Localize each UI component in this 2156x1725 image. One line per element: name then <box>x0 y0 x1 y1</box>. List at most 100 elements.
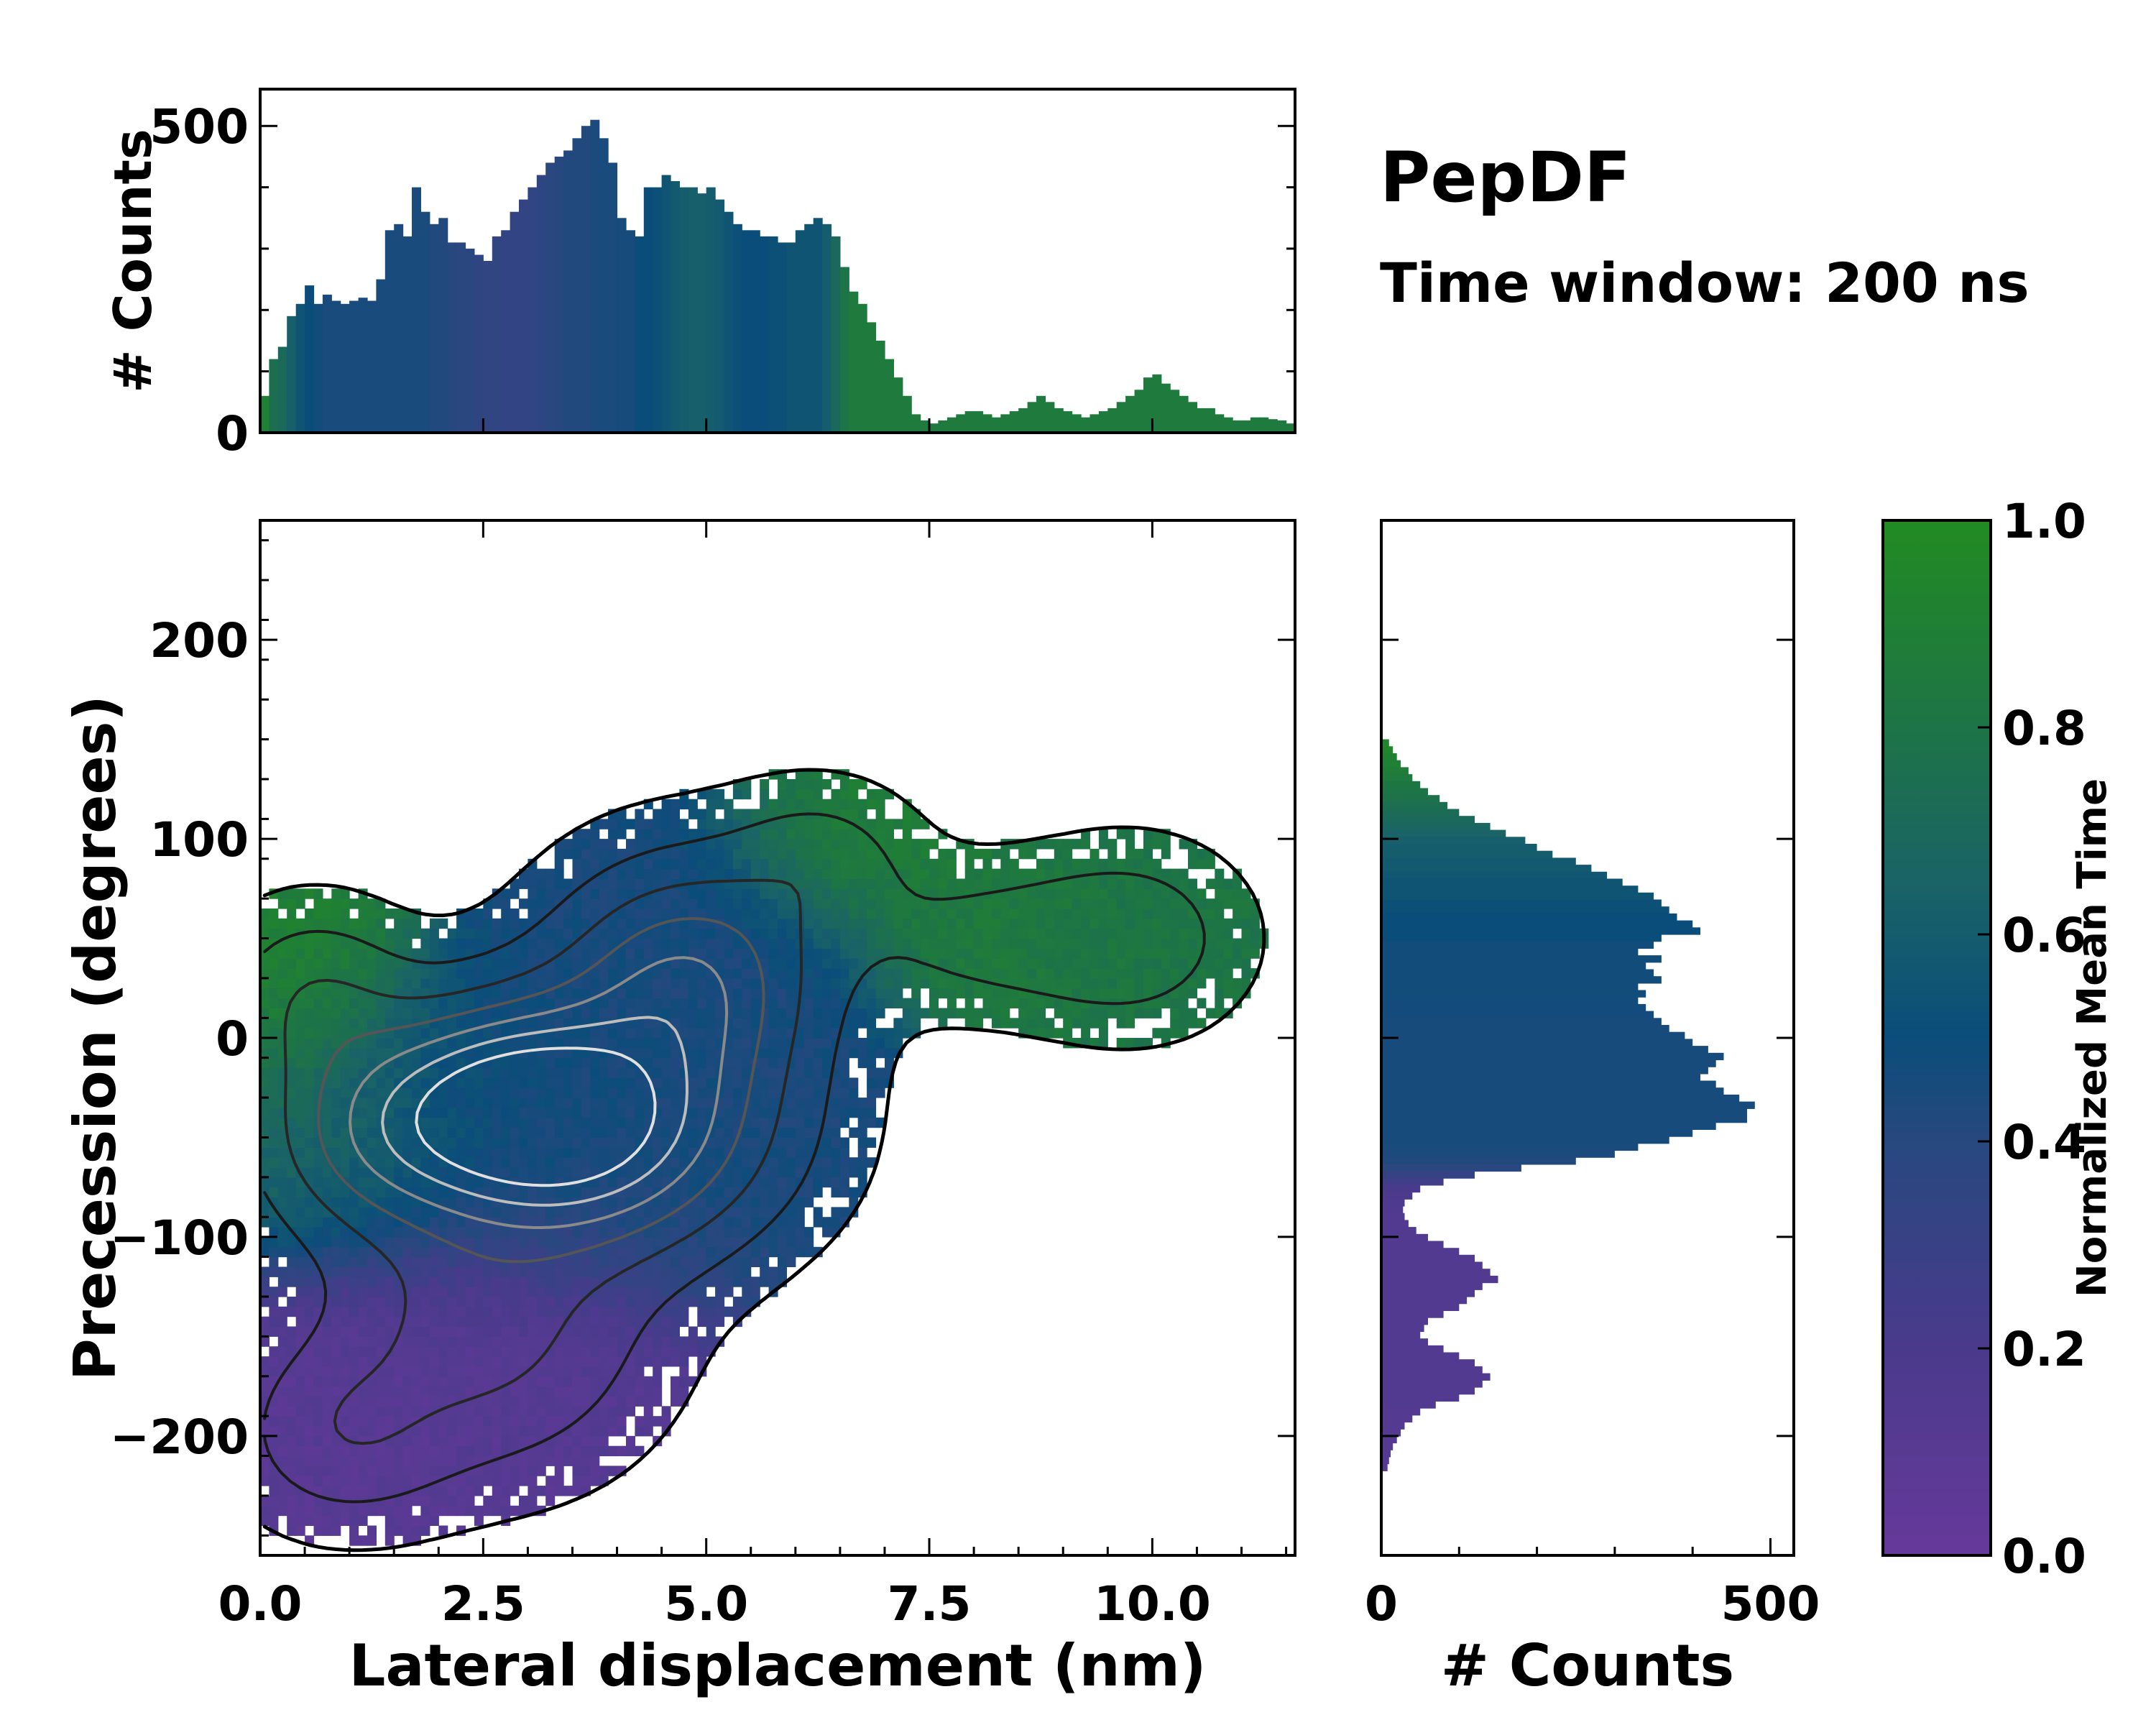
heatmap-cell <box>447 1137 457 1148</box>
heatmap-cell <box>875 1087 885 1098</box>
heatmap-cell <box>510 1147 520 1158</box>
heatmap-cell <box>269 978 279 989</box>
heatmap-cell <box>501 1386 511 1397</box>
heatmap-cell <box>313 1376 323 1387</box>
heatmap-cell <box>1009 938 1019 949</box>
chart-subtitle: Time window: 200 ns <box>1380 251 2030 315</box>
heatmap-cell <box>715 1227 725 1238</box>
heatmap-cell <box>260 968 270 979</box>
heatmap-cell <box>786 908 796 919</box>
heatmap-cell <box>795 1057 805 1069</box>
heatmap-cell <box>536 1117 546 1128</box>
heatmap-cell <box>786 1087 796 1098</box>
heatmap-cell <box>635 1038 645 1049</box>
heatmap-cell <box>295 1366 305 1377</box>
heatmap-cell <box>688 799 698 810</box>
heatmap-cell <box>1098 839 1108 850</box>
heatmap-cell <box>1179 958 1189 969</box>
heatmap-cell <box>653 1236 663 1248</box>
heatmap-cell <box>706 1087 716 1098</box>
heatmap-cell <box>358 1445 368 1457</box>
heatmap-cell <box>804 1067 814 1078</box>
heatmap-cell <box>671 1336 680 1347</box>
heatmap-cell <box>483 928 493 939</box>
heatmap-cell <box>420 1435 430 1447</box>
heatmap-cell <box>492 1336 502 1347</box>
heatmap-cell <box>795 1246 805 1258</box>
heatmap-cell <box>885 978 894 989</box>
heatmap-cell <box>653 858 663 870</box>
heatmap-cell <box>295 898 305 909</box>
heatmap-cell <box>384 1535 395 1546</box>
heatmap-cell <box>1170 1008 1180 1018</box>
heatmap-cell <box>331 1038 341 1049</box>
heatmap-cell <box>732 1227 742 1238</box>
heatmap-cell <box>697 1077 707 1088</box>
heatmap-cell <box>1116 829 1126 840</box>
heatmap-cell <box>420 1445 430 1457</box>
heatmap-cell <box>626 1366 635 1377</box>
heatmap-cell <box>778 1177 787 1188</box>
heatmap-cell <box>277 1495 287 1506</box>
heatmap-cell <box>581 1396 591 1407</box>
heatmap-cell <box>822 1147 832 1158</box>
x-tick-label: 2.5 <box>441 1576 525 1632</box>
heatmap-cell <box>982 1008 992 1018</box>
heatmap-cell <box>456 1087 466 1098</box>
heatmap-cell <box>617 958 627 969</box>
heatmap-cell <box>1179 898 1189 909</box>
heatmap-cell <box>287 1018 297 1029</box>
heatmap-cell <box>438 1525 448 1536</box>
heatmap-cell <box>760 908 770 919</box>
heatmap-cell <box>750 888 760 899</box>
heatmap-cell <box>938 848 948 860</box>
heatmap-cell <box>813 819 823 829</box>
heatmap-cell <box>412 1157 421 1168</box>
heatmap-cell <box>688 1018 698 1029</box>
heatmap-cell <box>322 1356 332 1367</box>
heatmap-cell <box>875 868 885 879</box>
heatmap-cell <box>358 1256 368 1267</box>
heatmap-cell <box>617 1057 627 1069</box>
density-contours <box>262 768 1266 1552</box>
heatmap-cell <box>295 1466 305 1476</box>
heatmap-cell <box>590 1297 600 1307</box>
heatmap-cell <box>510 988 520 999</box>
heatmap-cell <box>974 868 984 879</box>
heatmap-cell <box>991 948 1001 959</box>
heatmap-cell <box>982 868 992 879</box>
heatmap-cell <box>599 1067 609 1078</box>
heatmap-cell <box>367 1386 377 1397</box>
heatmap-cell <box>643 1227 653 1238</box>
heatmap-cell <box>590 908 600 919</box>
top-histogram-bar <box>483 261 493 433</box>
heatmap-cell <box>528 1018 538 1029</box>
heatmap-cell <box>1116 898 1126 909</box>
heatmap-cell <box>295 1515 305 1526</box>
heatmap-cell <box>313 1416 323 1427</box>
heatmap-cell <box>1215 938 1225 949</box>
heatmap-cell <box>643 998 653 1008</box>
heatmap-cell <box>322 1018 332 1029</box>
heatmap-cell <box>1072 918 1082 929</box>
heatmap-cell <box>331 1287 341 1297</box>
heatmap-cell <box>447 1416 457 1427</box>
heatmap-cell <box>643 1187 653 1198</box>
heatmap-cell <box>1009 998 1019 1008</box>
heatmap-cell <box>277 1246 287 1258</box>
heatmap-cell <box>554 1217 564 1228</box>
heatmap-cell <box>831 958 841 969</box>
heatmap-cell <box>653 1287 663 1297</box>
heatmap-cell <box>688 1246 698 1258</box>
heatmap-cell <box>367 1227 377 1238</box>
heatmap-cell <box>305 1515 315 1526</box>
heatmap-cell <box>474 1326 484 1337</box>
heatmap-cell <box>626 1077 635 1088</box>
heatmap-cell <box>857 868 867 879</box>
heatmap-cell <box>778 918 787 929</box>
heatmap-cell <box>429 1356 439 1367</box>
heatmap-cell <box>331 1505 341 1517</box>
heatmap-cell <box>608 1197 618 1208</box>
heatmap-cell <box>1161 938 1171 949</box>
heatmap-cell <box>429 1445 439 1457</box>
